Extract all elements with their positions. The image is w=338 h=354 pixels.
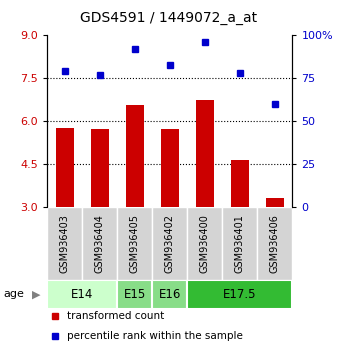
- Bar: [82, 207, 117, 280]
- Bar: [161, 129, 178, 207]
- Text: E14: E14: [71, 288, 94, 301]
- Text: ▶: ▶: [32, 290, 41, 299]
- Text: percentile rank within the sample: percentile rank within the sample: [67, 331, 243, 341]
- Bar: [152, 207, 187, 280]
- Text: GSM936406: GSM936406: [270, 214, 280, 273]
- Bar: [231, 160, 249, 207]
- Text: E15: E15: [124, 288, 146, 301]
- Bar: [117, 207, 152, 280]
- Text: GSM936400: GSM936400: [200, 214, 210, 273]
- Bar: [47, 207, 82, 280]
- Bar: [196, 99, 214, 207]
- Text: E17.5: E17.5: [223, 288, 257, 301]
- Bar: [187, 207, 222, 280]
- Text: E16: E16: [159, 288, 181, 301]
- Bar: [47, 280, 117, 309]
- Bar: [56, 128, 74, 207]
- Bar: [187, 280, 292, 309]
- Bar: [222, 207, 257, 280]
- Bar: [257, 207, 292, 280]
- Bar: [126, 105, 144, 207]
- Text: GSM936403: GSM936403: [60, 214, 70, 273]
- Text: GDS4591 / 1449072_a_at: GDS4591 / 1449072_a_at: [80, 11, 258, 25]
- Text: age: age: [3, 290, 24, 299]
- Text: transformed count: transformed count: [67, 311, 164, 321]
- Bar: [266, 198, 284, 207]
- Text: GSM936401: GSM936401: [235, 214, 245, 273]
- Bar: [91, 129, 108, 207]
- Text: GSM936405: GSM936405: [130, 214, 140, 273]
- Bar: [117, 280, 152, 309]
- Text: GSM936404: GSM936404: [95, 214, 105, 273]
- Text: GSM936402: GSM936402: [165, 214, 175, 273]
- Bar: [152, 280, 187, 309]
